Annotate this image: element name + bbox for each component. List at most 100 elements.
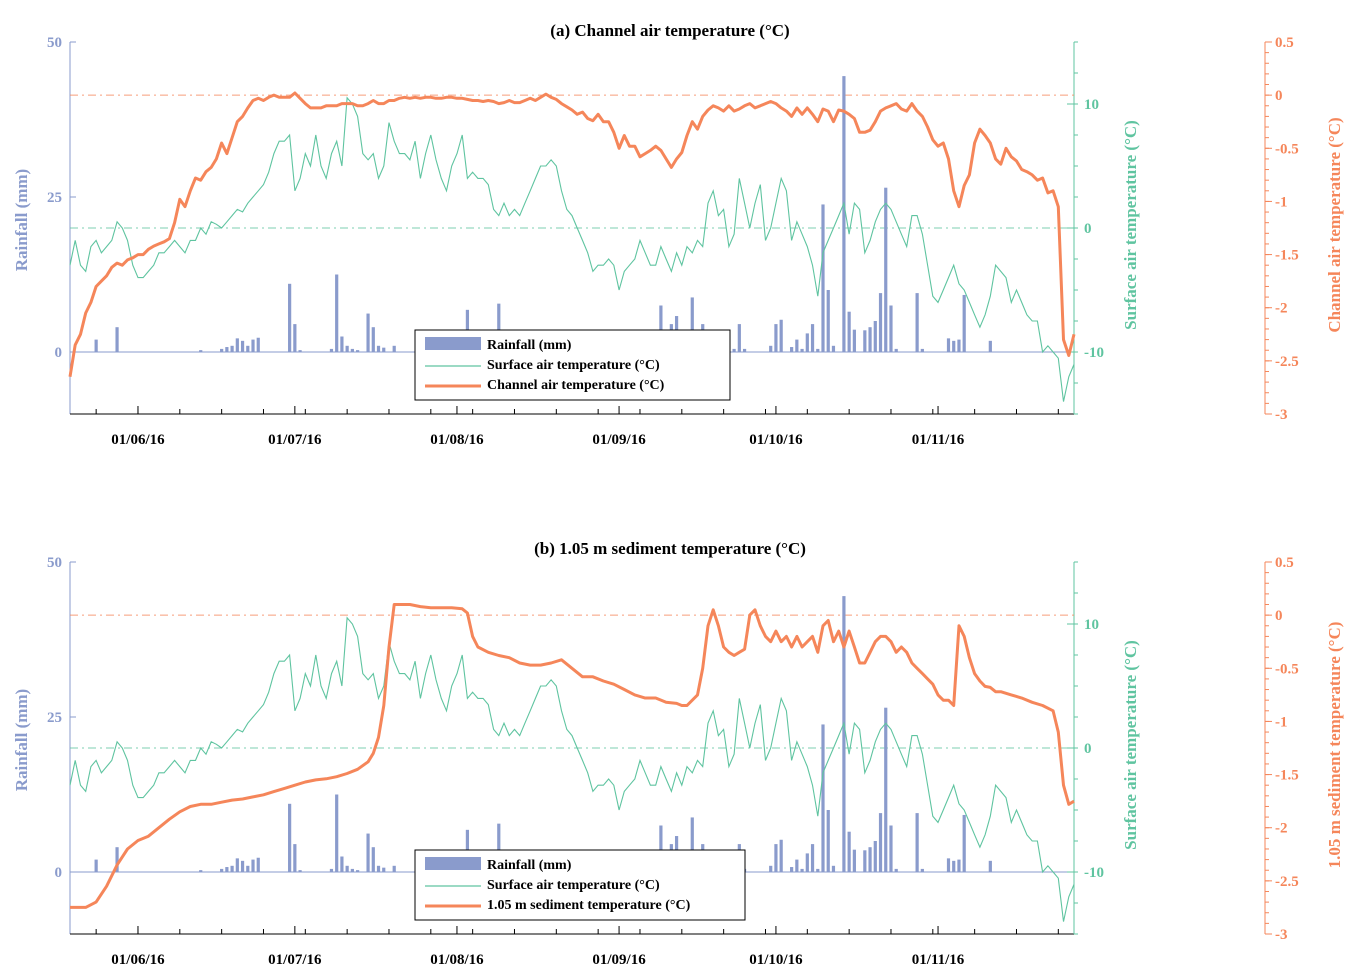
panel-b-rain-bar-20 [366,833,370,872]
panel-a-rain-bar-65 [946,338,951,352]
panel-a-rain-bar-69 [988,340,992,352]
panel-b-rain-bar-50 [821,724,825,872]
panel-a-ylabel-left: Rainfall (mm) [12,169,31,271]
panel-a-rain-bar-21 [371,327,375,352]
panel-b-rain-bar-17 [345,865,349,872]
panel-b-rain-bar-65 [946,858,951,872]
panel-a-rain-bar-54 [847,311,851,352]
panel-a-legend-entry-1: Surface air temperature (°C) [487,358,660,373]
panel-a-rain-bar-1 [115,327,119,352]
panel-a-rain-bar-19 [356,350,360,352]
panel-a-rain-bar-35 [690,297,694,352]
panel-b-rain-bar-2 [199,870,203,872]
panel-a-rain-bar-47 [805,333,809,352]
panel-a-rain-bar-11 [288,283,292,352]
panel-b-rain-bar-7 [240,860,245,872]
panel-b-ytick-right-label-4: -1 [1275,714,1288,730]
panel-b-rain-bar-51 [826,810,830,872]
panel-a-xtick-label-4: 01/10/16 [749,432,803,448]
panel-a-rain-bar-51 [826,290,830,352]
panel-a-ylabel-mid: Surface air temperature (°C) [1121,120,1140,330]
panel-b-rain-bar-35 [690,817,694,872]
panel-a-rain-bar-40 [742,348,747,352]
panel-a-rain-bar-23 [382,347,386,352]
panel-b-rain-bar-42 [774,844,778,872]
panel-b-ytick-right-label-0: -3 [1275,927,1288,943]
panel-b-rain-bar-16 [340,856,344,872]
panel-b-ylabel-mid: Surface air temperature (°C) [1121,640,1140,850]
panel-a-rain-bar-16 [340,336,344,352]
panel-b-ytick-right-label-3: -1.5 [1275,768,1299,784]
panel-a-rain-bar-42 [774,324,778,352]
panel-a-rain-bar-4 [225,347,229,352]
panel-a-rain-bar-67 [957,339,961,352]
panel-b-rain-bar-14 [329,868,334,872]
panel-b-rain-bar-29 [497,823,501,872]
panel-a-rain-bar-46 [800,348,804,352]
panel-a-rain-bar-20 [366,313,370,352]
panel-b-rain-bar-13 [298,870,302,872]
panel-b-rain-bar-47 [805,853,809,872]
panel-a-rain-bar-22 [376,345,381,352]
panel-b-xtick-label-4: 01/10/16 [749,952,803,965]
panel-b-rain-bar-4 [225,867,229,872]
panel-b-rain-bar-52 [831,865,836,872]
panel-b-rain-bar-21 [371,847,375,872]
panel-a-rain-bar-63 [915,293,919,352]
panel-a-rain-bar-43 [779,319,783,352]
panel-b-rain-bar-58 [873,841,877,872]
panel-b-rain-bar-10 [256,857,260,872]
panel-a-rain-bar-68 [962,294,966,352]
panel-a-rain-bar-53 [842,76,846,352]
panel-b-rain-bar-69 [988,860,992,872]
panel-b-rain-bar-12 [293,844,297,872]
panel-b-rain-bar-57 [868,847,872,872]
panel-a-rain-bar-17 [345,345,349,352]
panel-b-rain-bar-48 [810,844,815,872]
panel-b-rain-bar-0 [94,859,98,872]
panel-b-ytick-right-label-2: -2 [1275,821,1288,837]
panel-a-ytick-mid-label-0: -10 [1084,345,1104,361]
panel-b-rain-bar-49 [816,868,820,872]
panel-a-rain-bar-59 [878,293,883,352]
panel-b-rain-bar-53 [842,596,846,872]
panel-b-rain-bar-44 [790,867,794,872]
panel-a-rain-bar-41 [769,345,773,352]
panel-a-rain-bar-15 [335,274,339,352]
panel-b-rain-bar-54 [847,831,851,872]
panel-b-ytick-right-label-5: -0.5 [1275,661,1299,677]
panel-a-ylabel-right: Channel air temperature (°C) [1325,117,1344,332]
panel-b-xtick-label-3: 01/09/16 [592,952,646,965]
panel-b-ylabel-right: 1.05 m sediment temperature (°C) [1325,622,1344,869]
panel-b-xtick-label-5: 01/11/16 [912,952,965,965]
panel-b-rain-bar-18 [350,868,354,872]
panel-a-legend-entry-0: Rainfall (mm) [487,338,572,353]
panel-a-rain-bar-45 [795,339,799,352]
panel-a-rain-bar-55 [852,329,856,352]
panel-b-legend-swatch-rain [425,857,481,870]
panel-b-rain-bar-55 [852,849,856,872]
panel-a-rain-bar-0 [94,339,98,352]
panel-a-xtick-label-3: 01/09/16 [592,432,646,448]
panel-a-rain-bar-18 [350,348,354,352]
panel-a-surface-line [69,96,1075,402]
panel-b-rain-bar-67 [957,859,961,872]
panel-a-rain-bar-39 [737,324,741,352]
panel-a-xtick-label-5: 01/11/16 [912,432,965,448]
panel-b-rain-bar-46 [800,868,804,872]
panel-b-ytick-right-label-6: 0 [1275,608,1283,624]
panel-b-rain-bar-62 [894,868,898,872]
panel-b-rain-bar-66 [952,860,956,872]
panel-a-rain-bar-12 [293,324,297,352]
panel-a-rain-bar-5 [230,345,234,352]
panel-a-xtick-label-0: 01/06/16 [111,432,165,448]
panel-a-rain-bar-14 [329,348,334,352]
panel-a-ytick-right-label-2: -2 [1275,301,1288,317]
panel-a-rain-bar-7 [240,340,245,352]
panel-a-xtick-label-2: 01/08/16 [430,432,484,448]
panel-a-rain-bar-24 [392,345,396,352]
panel-b-ytick-right-label-7: 0.5 [1275,555,1294,571]
panel-b-rain-bar-60 [884,707,888,872]
panel-b-rain-bar-63 [915,813,919,872]
